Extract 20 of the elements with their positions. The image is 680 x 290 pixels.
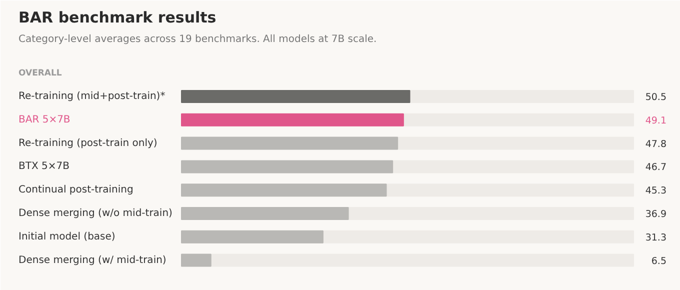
y-tick-label: Dense merging (w/o mid-train) [18, 208, 173, 219]
data-label: 31.3 [645, 232, 667, 244]
y-tick-label: Dense merging (w/ mid-train) [18, 254, 166, 266]
data-label: 49.1 [645, 115, 667, 126]
data-label: 36.9 [645, 209, 667, 220]
data-label: 6.5 [651, 256, 666, 267]
y-tick-label: Re-training (mid+post-train)* [18, 91, 166, 102]
y-tick-label: Re-training (post-train only) [18, 138, 158, 149]
chart-title: BAR benchmark results [18, 8, 216, 26]
y-tick-label: BTX 5×7B [18, 161, 70, 172]
bar [181, 254, 212, 267]
data-label: 50.5 [645, 92, 667, 103]
y-tick-label: Continual post-training [18, 184, 134, 196]
data-label: 45.3 [645, 186, 667, 197]
data-label: 46.7 [645, 162, 667, 174]
text: OVERALL [18, 68, 62, 78]
data-label: 47.8 [645, 138, 667, 150]
y-tick-label: BAR 5×7B [18, 114, 70, 126]
y-tick-label: Initial model (base) [18, 231, 116, 242]
chart-subtitle: Category-level averages across 19 benchmarks. All models at 7B scale. [18, 34, 377, 45]
